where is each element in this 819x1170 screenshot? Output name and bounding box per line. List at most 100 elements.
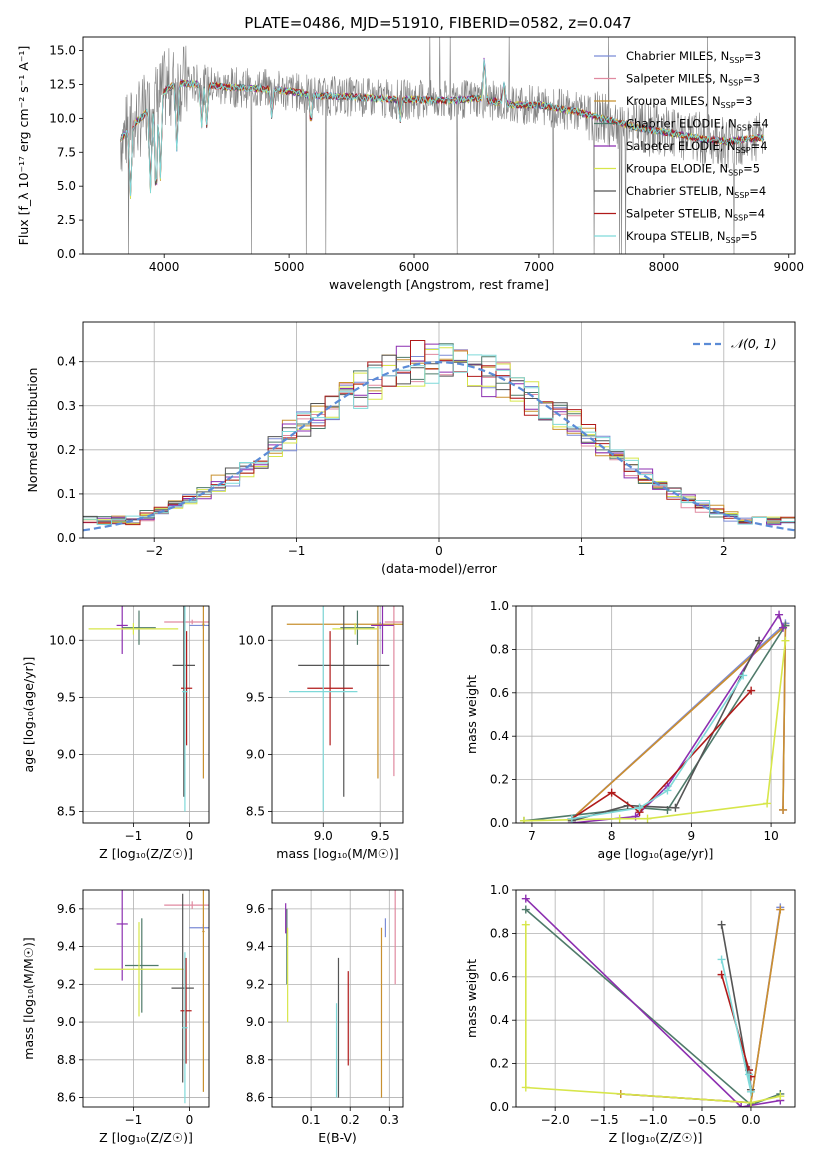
x-tick-label: −0.5: [687, 1113, 716, 1127]
errorbar-salpeter-elodie: [371, 606, 394, 654]
legend-label-chabrier-stelib: Chabrier STELIB, NSSP=4: [626, 184, 766, 200]
y-tick-label: 10.0: [238, 633, 265, 647]
y-tick-label: 0.4: [490, 1013, 509, 1027]
weight-marker-kroupa-miles: [779, 805, 788, 814]
x-axis-label: age [log₁₀(age/yr)]: [598, 846, 714, 861]
legend-label-normal: 𝒩(0, 1): [731, 336, 777, 351]
legend-label-chabrier-elodie: Chabrier ELODIE, NSSP=4: [626, 117, 769, 133]
y-tick-label: 8.5: [57, 805, 76, 819]
y-tick-label: 8.8: [57, 1053, 76, 1067]
weight-line-salpeter-elodie: [571, 612, 784, 823]
x-axis-label: E(B-V): [318, 1130, 357, 1145]
weight-line-chabrier-miles: [620, 907, 782, 1104]
errorbar-salpeter-miles: [384, 606, 403, 777]
y-tick-label: 9.4: [57, 940, 76, 954]
errorbar-kroupa-elodie: [88, 623, 179, 635]
y-tick-label: 15.0: [49, 44, 76, 58]
y-axis-label: mass weight: [464, 675, 479, 754]
y-tick-label: 9.0: [246, 1015, 265, 1029]
y-tick-label: 8.5: [246, 805, 265, 819]
weight-marker-kroupa-stelib: [717, 955, 726, 964]
weight-marker-kroupa-elodie: [763, 799, 772, 808]
weight-marker-salpeter-elodie: [521, 894, 530, 903]
model-line-kroupa-stelib: [120, 59, 765, 197]
weight-marker-kroupa-stelib: [744, 1070, 753, 1079]
errorbar-kroupa-miles: [202, 606, 205, 779]
errorbar-chabrier-stelib: [172, 606, 195, 797]
y-tick-label: 9.5: [57, 690, 76, 704]
x-tick-label: 0: [186, 1113, 194, 1127]
plot-area-mass_weight_vs_Z: [521, 894, 785, 1107]
legend-label-salpeter-elodie: Salpeter ELODIE, NSSP=4: [626, 139, 768, 155]
y-tick-label: 9.2: [57, 977, 76, 991]
y-tick-label: 9.6: [57, 902, 76, 916]
panel-mass_weight_vs_Z: −2.0 −1.5 −1.0 −0.5 0.0 0.0 0.2 0.4 0.6 0.8 1.0 Z […: [464, 883, 796, 1145]
y-tick-label: 0.8: [490, 642, 509, 656]
weight-marker-chabrier-elodie: [521, 905, 530, 914]
x-tick-label: 4000: [149, 260, 180, 274]
x-tick-label: 5000: [274, 260, 305, 274]
axes-frame: [82, 321, 796, 539]
spectrum-data-line: [120, 37, 764, 254]
weight-marker-kroupa-elodie: [776, 1092, 785, 1101]
weight-line-salpeter-miles: [620, 909, 782, 1104]
y-tick-label: 5.0: [57, 179, 76, 193]
panel-age_vs_Z: −1 0 8.5 9.0 9.5 10.0 Z [log₁₀(Z/Z☉)] age [log₁…: [21, 605, 210, 861]
x-tick-label: 0.2: [341, 1113, 360, 1127]
axes-frame: [82, 605, 210, 824]
y-tick-label: 10.0: [49, 111, 76, 125]
y-tick-label: 0.0: [57, 531, 76, 545]
weight-line-chabrier-stelib: [571, 640, 760, 822]
x-tick-label: 8000: [649, 260, 680, 274]
errorbar-chabrier-elodie: [340, 610, 375, 645]
x-tick-label: −1: [125, 1113, 143, 1127]
weight-marker-chabrier-stelib: [717, 920, 726, 929]
y-axis-label: Flux [f_λ 10⁻¹⁷ erg cm⁻² s⁻¹ A⁻¹]: [16, 46, 31, 246]
y-tick-label: 8.6: [57, 1091, 76, 1105]
weight-marker-kroupa-elodie: [781, 636, 790, 645]
x-tick-label: 8: [608, 829, 616, 843]
axes-frame: [82, 889, 210, 1108]
x-tick-label: 0.3: [380, 1113, 399, 1127]
legend-label-kroupa-stelib: Kroupa STELIB, NSSP=5: [626, 229, 757, 245]
y-tick-label: 1.0: [490, 883, 509, 897]
y-tick-label: 0.2: [490, 1057, 509, 1071]
y-tick-label: 9.0: [57, 1015, 76, 1029]
figure-title: PLATE=0486, MJD=51910, FIBERID=0582, z=0…: [244, 14, 631, 32]
legend-label-kroupa-elodie: Kroupa ELODIE, NSSP=5: [626, 162, 760, 178]
weight-line-kroupa-stelib: [720, 959, 752, 1092]
panel-mass_vs_Z: −1 0 8.6 8.8 9.0 9.2 9.4 9.6 Z [log₁₀(Z/Z☉)] mass…: [21, 889, 210, 1145]
x-tick-label: 6000: [399, 260, 430, 274]
y-tick-label: 9.6: [246, 902, 265, 916]
legend-label-kroupa-miles: Kroupa MILES, NSSP=3: [626, 94, 752, 110]
y-tick-label: 0.2: [57, 443, 76, 457]
weight-line-chabrier-stelib: [720, 924, 752, 1090]
y-tick-label: 0.4: [57, 355, 76, 369]
axes-frame: [515, 889, 796, 1108]
weight-marker-kroupa-elodie: [521, 1083, 530, 1092]
plot-area-mass_weight_vs_age: [519, 610, 790, 823]
errorbar-chabrier-elodie: [125, 918, 159, 1013]
x-axis-label: Z [log₁₀(Z/Z☉)]: [99, 1130, 193, 1145]
legend-label-salpeter-stelib: Salpeter STELIB, NSSP=4: [626, 207, 765, 223]
y-tick-label: 0.2: [490, 773, 509, 787]
errorbar-salpeter-stelib: [180, 957, 192, 1064]
weight-marker-kroupa-stelib: [663, 786, 672, 795]
y-tick-label: 0.6: [490, 970, 509, 984]
weight-marker-kroupa-elodie: [643, 814, 652, 823]
y-tick-label: 9.0: [57, 747, 76, 761]
errorbar-kroupa-elodie: [94, 922, 184, 1017]
x-tick-label: 9.0: [314, 829, 333, 843]
legend-label-chabrier-miles: Chabrier MILES, NSSP=3: [626, 49, 761, 65]
errorbar-salpeter-elodie: [116, 890, 128, 981]
panel-age_vs_mass: 9.0 9.5 8.5 9.0 9.5 10.0 mass [log₁₀(M/M☉)]: [238, 605, 404, 861]
weight-marker-salpeter-elodie: [775, 610, 784, 619]
plot-area-mass_vs_ebv: [285, 890, 396, 1098]
errorbar-kroupa-stelib: [289, 606, 358, 812]
errorbar-kroupa-miles: [286, 606, 403, 779]
panel-mass_vs_ebv: 0.1 0.2 0.3 8.6 8.8 9.0 9.2 9.4 9.6 E(B-V): [246, 889, 404, 1145]
weight-marker-chabrier-stelib: [755, 636, 764, 645]
weight-line-kroupa-miles: [620, 909, 782, 1104]
x-tick-label: 10: [763, 829, 778, 843]
plot-area-mass_vs_Z: [94, 890, 209, 1104]
